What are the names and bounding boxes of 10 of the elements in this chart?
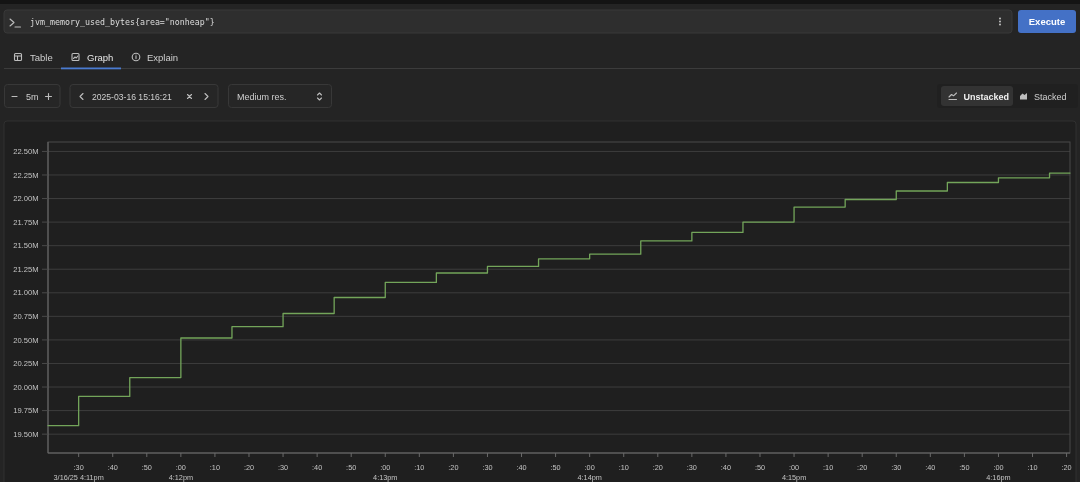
text: Unstacked (963, 91, 1010, 102)
chart-title: jvm_memory_used_bytes{area="nonheap"} (30, 17, 215, 28)
text: Stacked (1034, 91, 1067, 102)
text: Table (30, 51, 53, 63)
text: 5m (26, 91, 39, 102)
text: 2025-03-16 15:16:21 (92, 91, 173, 102)
text: Execute (1028, 15, 1066, 27)
text: Medium res. (237, 91, 287, 102)
text: Graph (87, 51, 114, 63)
text: Explain (147, 51, 179, 63)
